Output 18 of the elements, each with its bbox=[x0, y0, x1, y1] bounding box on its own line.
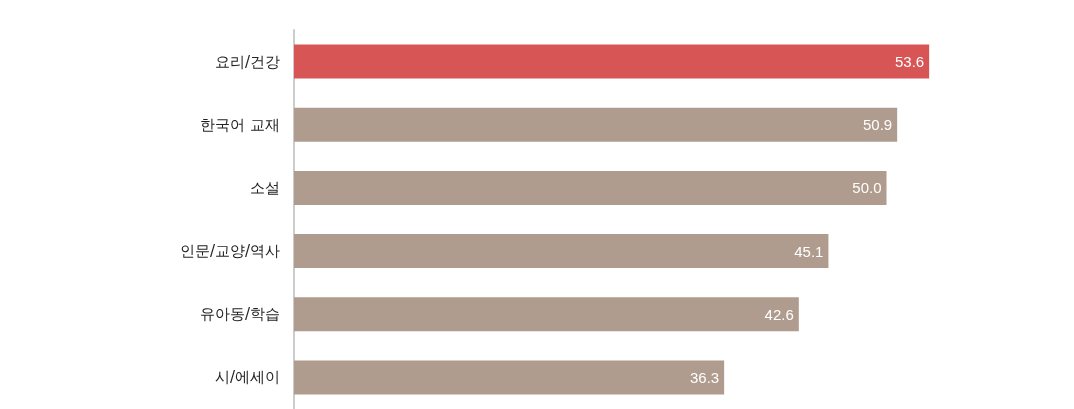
y-tick-label: 소설 bbox=[250, 178, 280, 197]
data-label: 50.0 bbox=[852, 179, 882, 197]
y-tick-label: 인문/교양/역사 bbox=[179, 242, 280, 261]
data-label: 53.6 bbox=[894, 53, 925, 71]
data-label: 45.1 bbox=[794, 242, 824, 260]
bar bbox=[294, 170, 887, 205]
bar bbox=[294, 297, 799, 332]
data-label: 50.9 bbox=[862, 116, 893, 134]
y-tick-label: 유아동/학습 bbox=[199, 305, 280, 324]
bar bbox=[294, 107, 898, 142]
y-tick-label: 요리/건강 bbox=[214, 52, 280, 71]
bar bbox=[294, 234, 829, 269]
y-tick-label: 시/에세이 bbox=[214, 368, 280, 387]
bar bbox=[294, 360, 725, 395]
bar bbox=[294, 44, 930, 79]
y-tick-label: 한국어 교재 bbox=[200, 115, 280, 134]
data-label: 42.6 bbox=[764, 305, 794, 323]
data-label: 36.3 bbox=[689, 368, 720, 386]
